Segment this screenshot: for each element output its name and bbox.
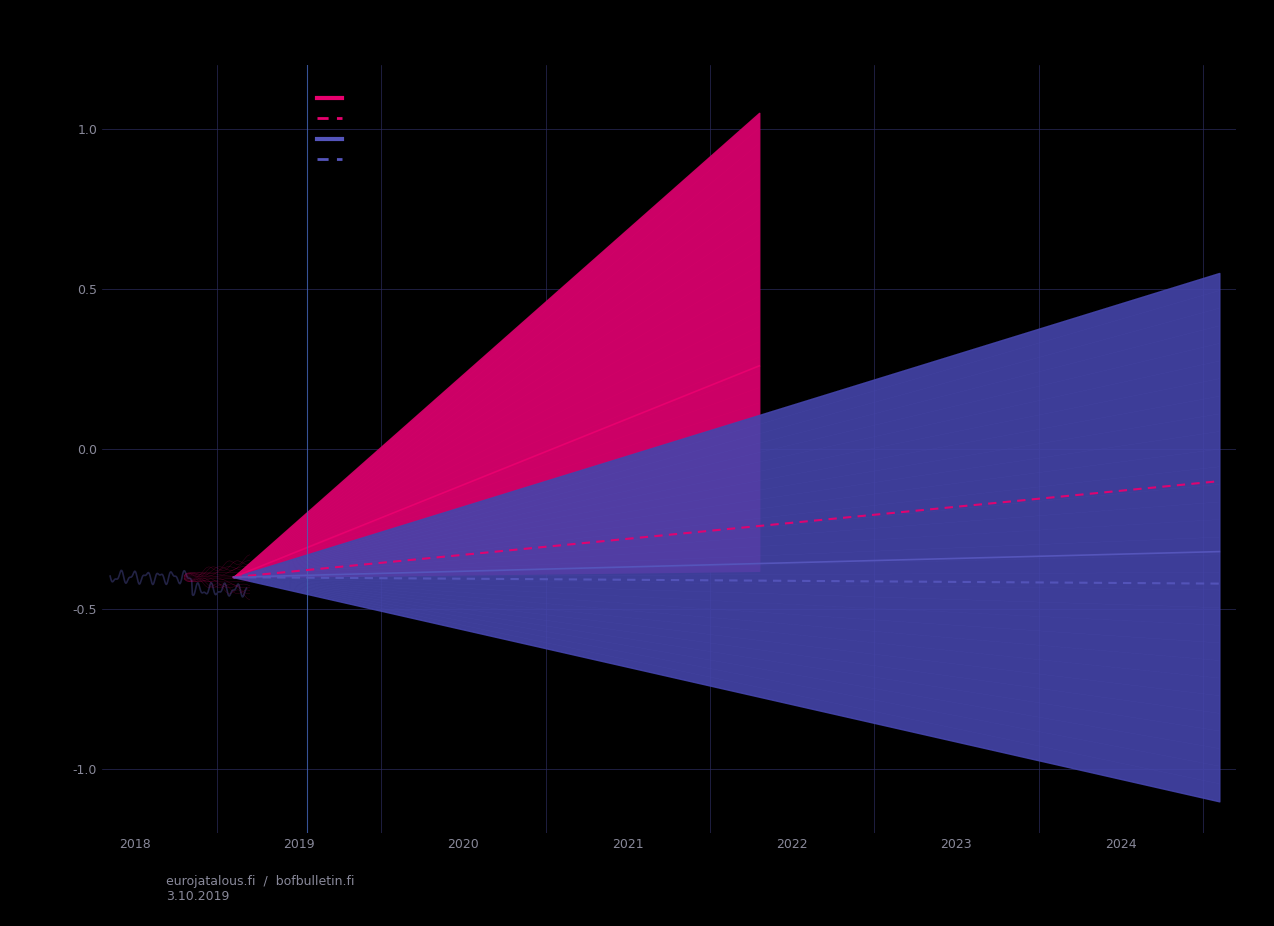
Legend: , , , : , , , bbox=[317, 94, 350, 166]
Text: eurojatalous.fi  /  bofbulletin.fi
3.10.2019: eurojatalous.fi / bofbulletin.fi 3.10.20… bbox=[166, 875, 354, 903]
